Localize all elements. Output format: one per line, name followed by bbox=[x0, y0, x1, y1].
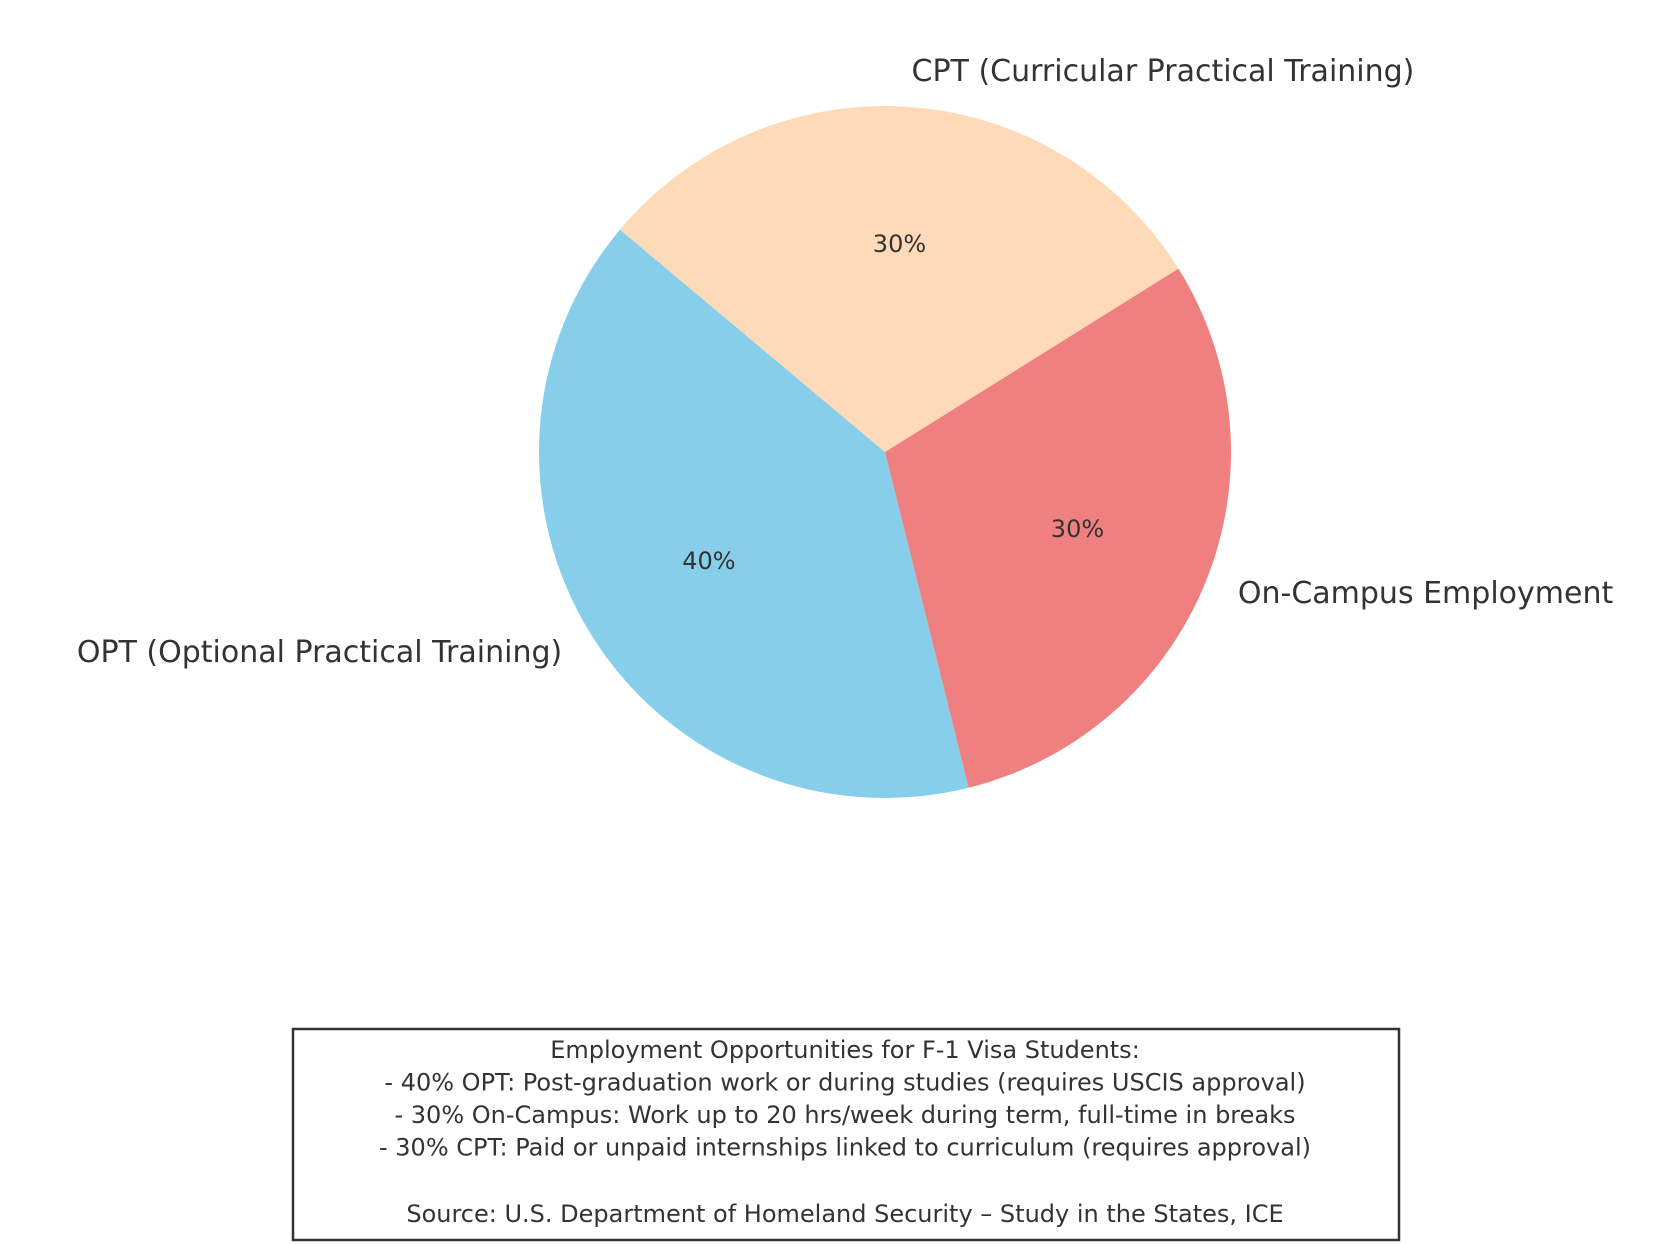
percent-label: 30% bbox=[1051, 515, 1104, 543]
percent-label: 30% bbox=[873, 230, 926, 258]
slice-label: On-Campus Employment bbox=[1238, 576, 1614, 611]
annotation-line: - 40% OPT: Post-graduation work or durin… bbox=[384, 1069, 1305, 1097]
percent-label: 40% bbox=[682, 547, 735, 575]
slice-label: CPT (Curricular Practical Training) bbox=[912, 54, 1415, 89]
annotation-line: - 30% On-Campus: Work up to 20 hrs/week … bbox=[394, 1101, 1295, 1129]
slice-label: OPT (Optional Practical Training) bbox=[77, 635, 562, 670]
annotation-line: - 30% CPT: Paid or unpaid internships li… bbox=[379, 1134, 1311, 1162]
pie-slice bbox=[885, 268, 1232, 788]
annotation-line: Employment Opportunities for F-1 Visa St… bbox=[550, 1036, 1140, 1064]
pie-slice bbox=[619, 105, 1179, 453]
pie-slice bbox=[538, 229, 969, 799]
source-text: Source: U.S. Department of Homeland Secu… bbox=[406, 1200, 1283, 1228]
annotation-box bbox=[291, 1027, 1401, 1242]
